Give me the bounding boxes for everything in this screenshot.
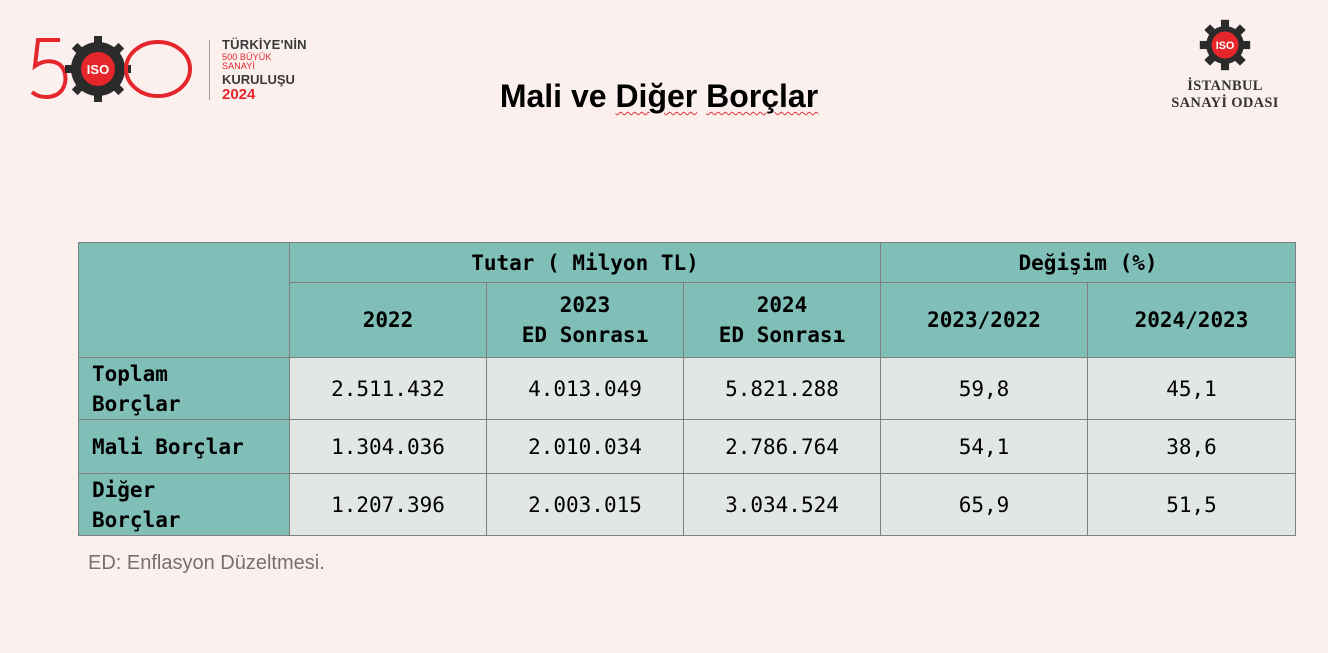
- col-header-line: 2024: [756, 293, 808, 317]
- cell-change-2023: 59,8: [880, 357, 1088, 420]
- cell-change-2023: 65,9: [880, 473, 1088, 536]
- logo-line-3: KURULUŞU: [222, 71, 295, 87]
- row-label-line: Toplam: [92, 361, 168, 386]
- title-word-3: Diğer: [615, 78, 698, 114]
- cell-change-2024: 38,6: [1087, 419, 1296, 474]
- row-label: Diğer Borçlar: [78, 473, 290, 536]
- iso-org-line-1: İSTANBUL: [1187, 78, 1263, 94]
- logo-text: TÜRKİYE'NİN 500 BÜYÜK SANAYİ KURULUŞU 20…: [222, 38, 307, 103]
- row-label: Toplam Borçlar: [78, 357, 290, 420]
- col-header-change-2023: 2023/2022: [880, 282, 1088, 358]
- cell-2023: 4.013.049: [486, 357, 684, 420]
- group-header-amount: Tutar ( Milyon TL): [289, 242, 881, 283]
- table-group-header-row: Tutar ( Milyon TL) Değişim (%): [78, 242, 1296, 358]
- logo-line-2: 500 BÜYÜK SANAYİ: [222, 51, 272, 72]
- table-row: Mali Borçlar 1.304.036 2.010.034 2.786.7…: [78, 419, 1296, 474]
- title-word-4: Borçlar: [706, 78, 819, 114]
- cell-change-2023: 54,1: [880, 419, 1088, 474]
- col-header-change-2024: 2024/2023: [1087, 282, 1296, 358]
- cell-2022: 1.207.396: [289, 473, 487, 536]
- row-label-line: Borçlar: [92, 391, 181, 416]
- row-label: Mali Borçlar: [78, 419, 290, 474]
- footnote: ED: Enflasyon Düzeltmesi.: [88, 552, 325, 574]
- cell-change-2024: 51,5: [1087, 473, 1296, 536]
- cell-2023: 2.010.034: [486, 419, 684, 474]
- col-header-line: 2022: [362, 308, 414, 332]
- row-label-line: Borçlar: [92, 507, 181, 532]
- brand-logo-iso: ISO İSTANBUL SANAYİ ODASI: [1160, 18, 1290, 118]
- brand-logo-500: ISO TÜRKİYE'NİN 500 BÜYÜK SANAYİ KURULUŞ…: [30, 36, 307, 106]
- gear-icon: ISO: [1199, 19, 1251, 71]
- logo-year: 2024: [222, 86, 256, 104]
- page-title: Mali ve Diğer Borçlar: [0, 78, 1318, 115]
- iso-org-name: İSTANBUL SANAYİ ODASI: [1160, 78, 1290, 111]
- col-header-2022: 2022: [289, 282, 487, 358]
- group-header-change: Değişim (%): [880, 242, 1296, 283]
- cell-2023: 2.003.015: [486, 473, 684, 536]
- title-word-1: Mali: [499, 78, 563, 114]
- logo-500-graphic: ISO: [30, 36, 192, 102]
- logo-line-1: TÜRKİYE'NİN: [222, 37, 307, 52]
- debt-table: Tutar ( Milyon TL) Değişim (%) 2022 2023…: [78, 242, 1296, 536]
- cell-2024: 5.821.288: [683, 357, 881, 420]
- table-column-header-row: 2022 2023 ED Sonrası 2024 ED Sonrası 202…: [79, 282, 1296, 358]
- col-header-line: ED Sonrası: [718, 323, 846, 347]
- col-header-line: ED Sonrası: [521, 323, 649, 347]
- cell-2024: 2.786.764: [683, 419, 881, 474]
- logo-divider: [209, 40, 210, 100]
- row-label-line: Mali Borçlar: [92, 434, 244, 459]
- col-header-2024: 2024 ED Sonrası: [683, 282, 881, 358]
- iso-org-line-2: SANAYİ ODASI: [1171, 94, 1279, 111]
- cell-change-2024: 45,1: [1087, 357, 1296, 420]
- col-header-2023: 2023 ED Sonrası: [486, 282, 684, 358]
- cell-2024: 3.034.524: [683, 473, 881, 536]
- svg-text:ISO: ISO: [87, 62, 109, 77]
- table-row: Toplam Borçlar 2.511.432 4.013.049 5.821…: [78, 357, 1296, 420]
- table-corner-cell: [78, 242, 290, 358]
- title-word-2: ve: [570, 78, 607, 114]
- cell-2022: 1.304.036: [289, 419, 487, 474]
- cell-2022: 2.511.432: [289, 357, 487, 420]
- col-header-line: 2023: [559, 293, 611, 317]
- row-label-line: Diğer: [92, 477, 156, 502]
- svg-text:ISO: ISO: [1216, 40, 1235, 52]
- col-header-line: 2024/2023: [1134, 308, 1249, 332]
- table-row: Diğer Borçlar 1.207.396 2.003.015 3.034.…: [78, 473, 1296, 536]
- col-header-line: 2023/2022: [927, 308, 1041, 332]
